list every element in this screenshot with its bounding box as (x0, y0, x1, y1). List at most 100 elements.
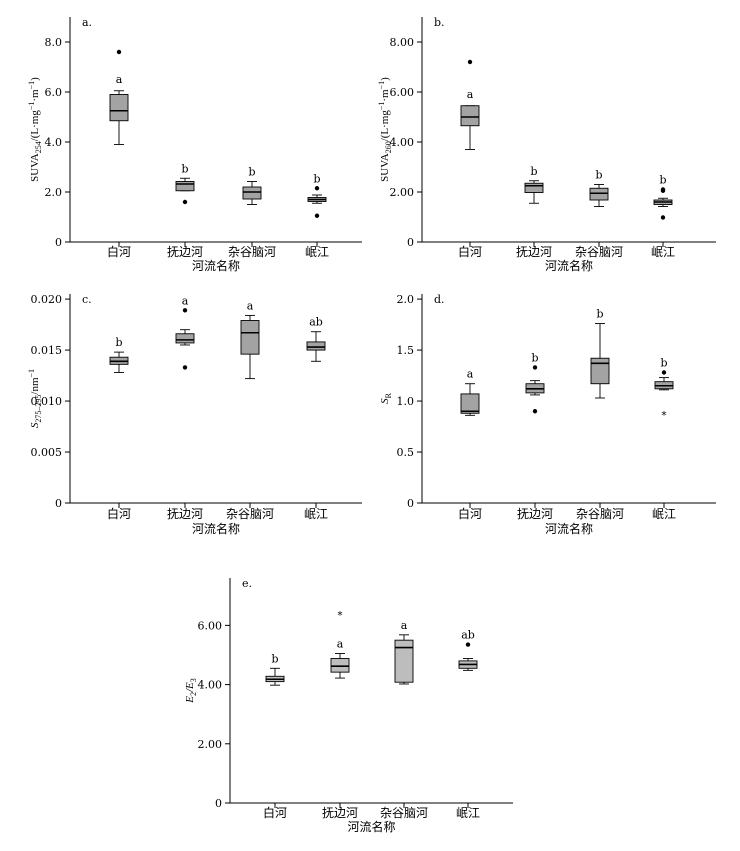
outlier-point (532, 365, 538, 370)
y-label-sub: 2 (189, 692, 198, 696)
box-iqr (306, 341, 326, 351)
box-plot-item: b (242, 166, 262, 205)
y-tick-label: 1.5 (397, 344, 415, 357)
y-label-rest: /(L·mg (29, 110, 41, 142)
y-axis-label: E2/E3 (184, 678, 198, 704)
box-plot-item: a (109, 49, 129, 145)
box-plot-item: a (460, 368, 480, 416)
outlier-point (465, 642, 471, 647)
box-iqr (524, 182, 544, 193)
y-label-end: ) (29, 77, 41, 81)
y-tick-label: 0 (407, 236, 414, 249)
box-plot-item: b (653, 174, 673, 220)
box-plot-item: a (394, 619, 414, 685)
y-label-sup2: −1 (27, 81, 36, 90)
significance-letter: a (182, 294, 189, 307)
x-axis-label: 河流名称 (545, 258, 593, 273)
x-axis-label: 河流名称 (347, 819, 395, 834)
box-plot-item: b (524, 165, 544, 204)
significance-letter: b (313, 172, 320, 185)
extreme-point: * (662, 410, 667, 421)
outlier-point (182, 199, 188, 205)
y-tick-label: 0.020 (31, 293, 63, 306)
y-label-sub: 254 (34, 141, 43, 153)
y-tick-label: 2.00 (198, 738, 223, 751)
x-axis-label: 河流名称 (192, 521, 240, 536)
y-label-main: S (29, 422, 41, 428)
box-iqr (242, 186, 262, 200)
y-tick-label: 0 (55, 236, 62, 249)
y-tick-label: 0.005 (31, 446, 63, 459)
significance-letter: ab (309, 316, 323, 329)
y-tick-label: 0.010 (31, 395, 63, 408)
x-tick-label: 抚边河 (517, 507, 553, 521)
box-iqr (460, 105, 480, 127)
box-plot-item: ab (458, 629, 478, 671)
significance-letter: a (467, 88, 474, 101)
y-tick-label: 0 (215, 797, 222, 810)
x-tick-label: 抚边河 (322, 806, 358, 820)
y-tick-label: 4.0 (45, 136, 63, 149)
outlier-point (532, 409, 538, 414)
y-axis-label: SR (379, 392, 393, 404)
y-axis-label: SUVA254/(L·mg−1·m−1) (27, 77, 43, 182)
outlier-point (660, 215, 666, 220)
y-tick-label: 6.00 (198, 619, 223, 632)
x-tick-label: 岷江 (456, 805, 480, 820)
x-tick-label: 抚边河 (516, 245, 552, 259)
box-plot-item: b (175, 162, 195, 205)
significance-letter: b (271, 652, 278, 665)
x-tick-label: 白河 (458, 506, 482, 521)
box-iqr (175, 333, 195, 344)
x-tick-label: 杂谷脑河 (228, 245, 276, 259)
x-tick-label: 白河 (458, 244, 482, 259)
x-axis-label: 河流名称 (545, 521, 593, 536)
extreme-point: * (338, 611, 343, 622)
x-tick-label: 杂谷脑河 (226, 507, 274, 521)
y-tick-label: 8.00 (390, 36, 415, 49)
significance-letter: b (660, 357, 667, 370)
box-iqr (589, 187, 609, 201)
x-tick-label: 岷江 (304, 506, 328, 521)
y-label-rest: /nm (29, 377, 41, 395)
significance-letter: a (337, 637, 344, 650)
box-plot-item: b (525, 351, 545, 414)
y-label-sup2: −1 (377, 81, 386, 90)
y-tick-label: 0.5 (397, 446, 415, 459)
y-tick-label: 0.015 (31, 344, 63, 357)
box-plot-item: a (460, 59, 480, 150)
significance-letter: ab (461, 629, 475, 642)
outlier-point (467, 59, 473, 65)
x-tick-label: 岷江 (305, 244, 329, 259)
outlier-point (116, 49, 122, 55)
y-label-sup1: −1 (377, 102, 386, 111)
panel-label: d. (434, 293, 445, 306)
y-label-sup1: −1 (27, 369, 36, 378)
y-label-sub2: 3 (189, 678, 198, 682)
box-iqr (460, 393, 480, 414)
box-plot-item: *b (654, 357, 674, 421)
x-tick-label: 抚边河 (167, 245, 203, 259)
x-tick-label: 岷江 (652, 506, 676, 521)
panel-label: a. (82, 16, 92, 29)
box-iqr (590, 357, 610, 385)
y-tick-label: 2.0 (397, 293, 415, 306)
significance-letter: b (248, 166, 255, 179)
significance-letter: b (596, 308, 603, 321)
x-tick-label: 岷江 (651, 244, 675, 259)
y-label-sub: R (384, 392, 393, 398)
x-tick-label: 杂谷脑河 (380, 806, 428, 820)
outlier-point (314, 213, 320, 218)
box-plot-item: b (589, 169, 609, 207)
box-plot-item: b (590, 308, 610, 399)
x-tick-label: 杂谷脑河 (576, 507, 624, 521)
x-tick-label: 白河 (107, 244, 131, 259)
significance-letter: b (181, 162, 188, 175)
y-axis-label: S275–295/nm−1 (27, 369, 43, 428)
box-iqr (394, 639, 414, 683)
outlier-point (314, 186, 320, 191)
